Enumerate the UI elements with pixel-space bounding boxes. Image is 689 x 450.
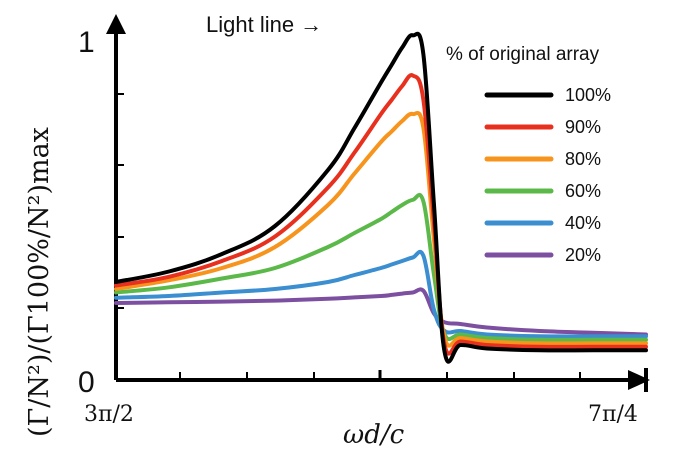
x-axis-title: ωd/c [343, 420, 405, 450]
series-line-80pct [114, 110, 648, 348]
legend-label: 90% [565, 117, 601, 137]
series-line-60pct [114, 192, 648, 342]
legend-label: 80% [565, 149, 601, 169]
legend-label: 60% [565, 181, 601, 201]
x-axis-arrow-icon [628, 370, 650, 390]
legend-label: 40% [565, 213, 601, 233]
y-axis-arrow-icon [106, 14, 126, 34]
y-tick-label-bottom: 0 [78, 366, 95, 399]
y-axis-title: (Γ/N²)/(Γ100%/N²)max [24, 127, 55, 437]
series-line-100pct [114, 31, 648, 364]
x-tick-label-right: 7π/4 [588, 402, 638, 427]
legend-label: 20% [565, 245, 601, 265]
x-tick-label-left: 3π/2 [84, 402, 134, 427]
legend: 100% 90% 80% 60% 40% 20% [484, 85, 611, 265]
light-line-annotation: Light line → [206, 12, 322, 37]
y-tick-label-top: 1 [78, 26, 95, 59]
legend-title: % of original array [446, 44, 600, 65]
series-layer [114, 31, 648, 364]
series-line-90pct [114, 73, 648, 356]
series-line-40pct [114, 249, 648, 339]
series-line-20pct [114, 287, 648, 337]
legend-label: 100% [565, 85, 611, 105]
